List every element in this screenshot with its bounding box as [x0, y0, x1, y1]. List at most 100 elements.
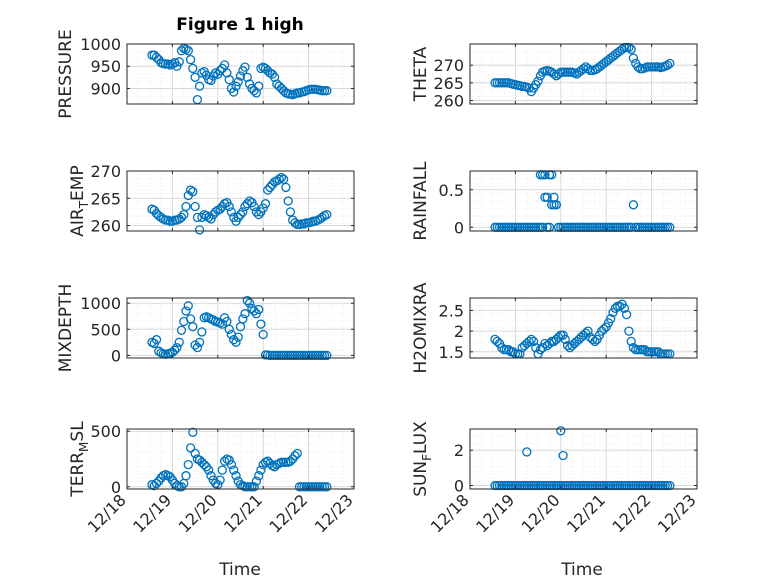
data-point	[533, 76, 543, 86]
x-tick-label: 12/20	[175, 490, 221, 536]
data-point	[281, 182, 291, 193]
data-point	[628, 53, 639, 63]
figure-title: Figure 1 high	[176, 15, 304, 35]
x-tick-label: 12/21	[563, 490, 609, 536]
data-point	[544, 338, 555, 349]
y-tick-label: 500	[90, 320, 121, 339]
data-point	[192, 94, 203, 105]
data-point	[540, 192, 550, 202]
y-tick-label: 500	[90, 422, 121, 441]
data-point	[226, 207, 237, 217]
y-tick-label: 0	[454, 476, 464, 495]
data-point	[185, 54, 196, 65]
data-point	[188, 63, 198, 74]
data-point	[285, 456, 296, 466]
x-tick-label: 12/23	[311, 490, 357, 536]
y-tick-label: 1000	[80, 294, 121, 313]
data-point	[242, 295, 252, 306]
data-point	[176, 46, 187, 56]
data-point	[553, 332, 564, 342]
data-point	[188, 322, 198, 332]
data-point	[231, 337, 241, 347]
data-point	[190, 201, 200, 212]
data-point	[254, 81, 264, 91]
data-point	[226, 459, 237, 470]
data-point	[238, 207, 248, 217]
data-point	[172, 342, 182, 353]
data-point	[215, 204, 225, 214]
data-point	[285, 207, 296, 217]
data-point	[628, 343, 639, 353]
data-point	[249, 86, 259, 96]
data-point	[626, 336, 636, 347]
data-point	[258, 203, 268, 213]
data-point	[492, 336, 502, 347]
data-point	[556, 426, 566, 436]
x-tick-label: 12/20	[518, 490, 564, 536]
y-axis-label: AIRTEMP	[68, 165, 91, 236]
axes-box	[469, 428, 698, 490]
data-point	[240, 309, 250, 319]
data-point	[229, 465, 239, 475]
axes-box	[469, 43, 698, 105]
data-point	[244, 196, 255, 206]
data-point	[210, 207, 221, 217]
data-point	[535, 345, 546, 355]
data-point	[251, 207, 262, 217]
data-point	[610, 303, 620, 313]
y-tick-label: 260	[90, 217, 121, 236]
data-point	[206, 471, 216, 481]
data-point	[274, 174, 284, 184]
data-point	[199, 459, 209, 470]
data-point	[524, 336, 534, 347]
data-point	[204, 465, 214, 475]
data-point	[558, 450, 568, 461]
data-point	[606, 314, 616, 324]
data-point	[551, 200, 561, 210]
data-point	[322, 86, 332, 96]
data-point	[249, 482, 259, 492]
data-point	[224, 455, 234, 465]
y-axis-label: THETA	[411, 46, 431, 102]
data-point	[181, 201, 191, 212]
y-tick-label: 0	[111, 346, 121, 365]
data-point	[176, 212, 187, 223]
data-point	[233, 212, 243, 223]
data-point	[503, 345, 514, 355]
y-tick-label: 265	[90, 189, 121, 208]
data-point	[615, 301, 625, 311]
data-point	[528, 336, 539, 347]
data-point	[204, 212, 214, 223]
data-point	[240, 201, 250, 212]
data-point	[251, 476, 262, 486]
data-point	[621, 309, 632, 320]
data-point	[229, 335, 239, 345]
data-point	[290, 451, 300, 461]
y-tick-label: 270	[433, 56, 464, 75]
x-tick-label: 12/22	[265, 490, 311, 536]
data-point	[190, 340, 200, 350]
data-point	[633, 62, 643, 72]
x-tick-label: 12/21	[220, 490, 266, 536]
data-point	[197, 68, 207, 78]
data-point	[317, 212, 327, 223]
data-point	[235, 71, 246, 81]
data-point	[522, 447, 532, 457]
data-point	[599, 324, 609, 334]
data-point	[290, 218, 300, 228]
y-tick-label: 2	[454, 441, 464, 460]
data-point	[206, 75, 216, 86]
data-point	[217, 319, 227, 329]
data-point	[256, 465, 266, 475]
x-axis-label-right: Time	[560, 560, 603, 580]
axes-box	[126, 170, 355, 232]
data-point	[322, 482, 332, 492]
data-point	[242, 72, 252, 82]
data-point	[578, 64, 589, 74]
y-tick-label: 2.5	[439, 301, 464, 320]
x-tick-label: 12/18	[84, 490, 130, 536]
data-point	[194, 337, 205, 347]
